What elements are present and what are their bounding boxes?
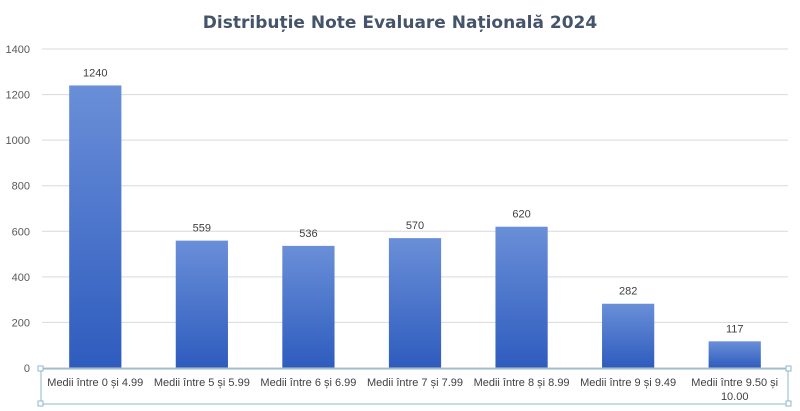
data-label: 1240: [83, 67, 107, 79]
data-label: 536: [299, 228, 317, 240]
bar[interactable]: [282, 245, 335, 368]
selection-handle[interactable]: [785, 400, 792, 407]
y-tick-label: 0: [24, 363, 30, 375]
y-tick-label: 1000: [6, 135, 30, 147]
y-tick-label: 600: [12, 226, 30, 238]
bar[interactable]: [708, 341, 761, 368]
data-label: 570: [406, 220, 424, 232]
x-tick-label: Medii între 6 și 6.99: [260, 377, 356, 389]
x-tick-label: Medii între 8 și 8.99: [474, 377, 570, 389]
x-axis-ticks: Medii între 0 și 4.99 Medii între 5 și 5.…: [47, 377, 778, 403]
x-axis-selection-box[interactable]: [40, 368, 789, 405]
y-tick-label: 200: [12, 317, 30, 329]
x-tick-label: Medii între 5 și 5.99: [154, 377, 250, 389]
y-tick-label: 400: [12, 272, 30, 284]
y-tick-label: 1200: [6, 90, 30, 102]
bar[interactable]: [495, 226, 548, 368]
x-tick-label: Medii între 9 și 9.49: [580, 377, 676, 389]
selection-handle[interactable]: [37, 400, 44, 407]
selection-handle[interactable]: [37, 365, 44, 372]
x-tick-label: Medii între 0 și 4.99: [47, 377, 143, 389]
data-label: 559: [193, 223, 211, 235]
bars: [69, 85, 761, 368]
bar[interactable]: [388, 238, 442, 368]
x-tick-label: Medii între 7 și 7.99: [367, 377, 463, 389]
bar[interactable]: [175, 240, 228, 368]
data-labels: 1240 559 536 570 620 282 117: [83, 67, 743, 335]
y-tick-label: 800: [12, 181, 30, 193]
y-tick-label: 1400: [6, 44, 30, 56]
data-label: 620: [512, 209, 530, 221]
bar[interactable]: [69, 85, 122, 368]
data-label: 282: [619, 286, 637, 298]
bar[interactable]: [602, 303, 655, 368]
chart-title: Distribuție Note Evaluare Națională 2024: [203, 13, 598, 33]
gridlines: [42, 48, 788, 323]
selection-handle[interactable]: [785, 365, 792, 372]
x-tick-label: Medii între 9.50 și 10.00: [691, 377, 778, 403]
y-axis-ticks: 0 200 400 600 800 1000 1200 1400: [6, 44, 30, 375]
data-label: 117: [726, 323, 744, 335]
